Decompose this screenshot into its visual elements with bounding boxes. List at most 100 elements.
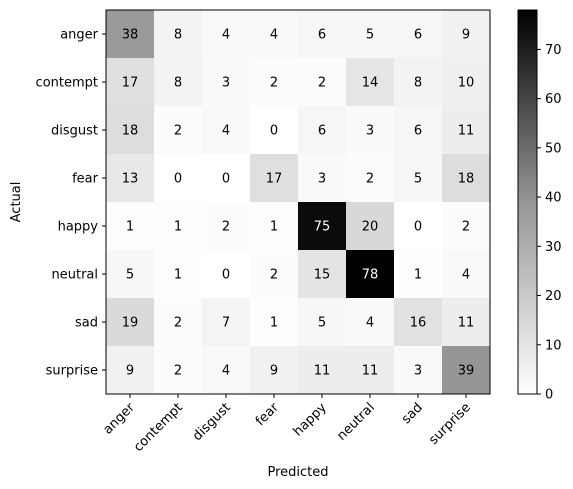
cell-value-label: 6	[318, 28, 326, 43]
cell-value-label: 2	[462, 220, 470, 235]
cell-value-label: 6	[318, 124, 326, 139]
heatmap-cell	[394, 106, 443, 155]
cell-value-label: 20	[362, 220, 379, 235]
x-tick-label: surprise	[426, 400, 474, 448]
colorbar-tick-label: 50	[545, 141, 562, 156]
cell-value-label: 4	[270, 28, 278, 43]
plot-frame	[105, 9, 491, 395]
x-tick-label: neutral	[334, 400, 377, 443]
heatmap-cell	[394, 58, 443, 107]
y-tick-label: happy	[58, 220, 99, 235]
heatmap-cell	[154, 10, 203, 59]
cell-value-label: 10	[458, 76, 475, 91]
cell-value-label: 2	[318, 76, 326, 91]
heatmap-cell	[394, 10, 443, 59]
heatmap-cell	[346, 10, 395, 59]
heatmap-cell	[394, 250, 443, 299]
cell-value-label: 1	[270, 220, 278, 235]
heatmap-cell	[202, 346, 251, 395]
heatmap-cell	[250, 298, 299, 347]
cell-value-label: 8	[414, 76, 422, 91]
heatmap-cell	[442, 106, 491, 155]
cell-value-label: 2	[270, 268, 278, 283]
heatmap-cell	[298, 154, 347, 203]
cell-value-label: 17	[122, 76, 139, 91]
heatmap-cell	[394, 298, 443, 347]
heatmap-cell	[250, 346, 299, 395]
heatmap-cell	[442, 58, 491, 107]
heatmap-cell	[202, 58, 251, 107]
heatmap-cell	[250, 58, 299, 107]
cell-value-label: 1	[126, 220, 134, 235]
cell-value-label: 14	[362, 76, 379, 91]
y-tick-label: surprise	[46, 364, 98, 379]
cell-value-label: 0	[270, 124, 278, 139]
cell-value-label: 18	[122, 124, 139, 139]
cell-value-label: 17	[266, 172, 283, 187]
heatmap-cell	[154, 250, 203, 299]
x-tick-label: sad	[399, 400, 426, 427]
heatmap-cell	[250, 106, 299, 155]
heatmap-cell	[202, 10, 251, 59]
colorbar-tick-label: 10	[545, 338, 562, 353]
heatmap-cell	[202, 298, 251, 347]
heatmap-cell	[298, 250, 347, 299]
y-tick-label: fear	[72, 172, 99, 187]
heatmap-cell	[394, 202, 443, 251]
heatmap-cell	[250, 250, 299, 299]
colorbar-tick-label: 60	[545, 92, 562, 107]
heatmap-cell	[154, 202, 203, 251]
cell-value-label: 7	[222, 316, 230, 331]
y-tick-label: anger	[60, 28, 98, 43]
cell-value-label: 4	[366, 316, 374, 331]
heatmap-cell	[202, 154, 251, 203]
cell-value-label: 8	[174, 76, 182, 91]
cell-value-label: 4	[222, 124, 230, 139]
heatmap-cell	[442, 298, 491, 347]
cell-value-label: 38	[122, 28, 139, 43]
colorbar-tick-label: 0	[545, 388, 553, 403]
cell-value-label: 16	[410, 316, 427, 331]
cell-value-label: 0	[222, 172, 230, 187]
heatmap-cell	[154, 298, 203, 347]
cell-value-label: 5	[366, 28, 374, 43]
heatmap-cell	[298, 202, 347, 251]
heatmap-cell	[106, 250, 155, 299]
cell-value-label: 11	[314, 364, 331, 379]
y-tick-label: contempt	[36, 76, 98, 91]
cell-value-label: 9	[270, 364, 278, 379]
cell-value-label: 1	[174, 268, 182, 283]
heatmap-cell	[250, 202, 299, 251]
cell-value-label: 1	[270, 316, 278, 331]
heatmap-cell	[442, 250, 491, 299]
x-tick-label: happy	[291, 400, 330, 439]
heatmap-cell	[154, 58, 203, 107]
heatmap-cell	[154, 154, 203, 203]
colorbar-tick-label: 30	[545, 240, 562, 255]
cell-value-label: 3	[222, 76, 230, 91]
y-tick-label: neutral	[52, 268, 99, 283]
heatmap-cell	[250, 10, 299, 59]
heatmap-cell	[298, 346, 347, 395]
colorbar-tick-label: 70	[545, 43, 562, 58]
heatmap-cell	[442, 154, 491, 203]
heatmap-cell	[106, 298, 155, 347]
cell-value-label: 2	[270, 76, 278, 91]
cell-value-label: 78	[362, 268, 379, 283]
heatmap-cell	[106, 106, 155, 155]
cell-value-label: 75	[314, 220, 331, 235]
heatmap-cell	[346, 250, 395, 299]
colorbar: 0 10 20 30 40 50 60 70	[517, 9, 562, 403]
cell-value-label: 2	[174, 124, 182, 139]
y-tick-label: sad	[75, 316, 98, 331]
heatmap-cell	[106, 346, 155, 395]
cell-value-label: 2	[222, 220, 230, 235]
cell-value-label: 11	[458, 316, 475, 331]
cell-value-label: 18	[458, 172, 475, 187]
cell-value-label: 6	[414, 28, 422, 43]
heatmap-cell	[298, 106, 347, 155]
cell-value-label: 0	[222, 268, 230, 283]
cell-value-label: 3	[414, 364, 422, 379]
